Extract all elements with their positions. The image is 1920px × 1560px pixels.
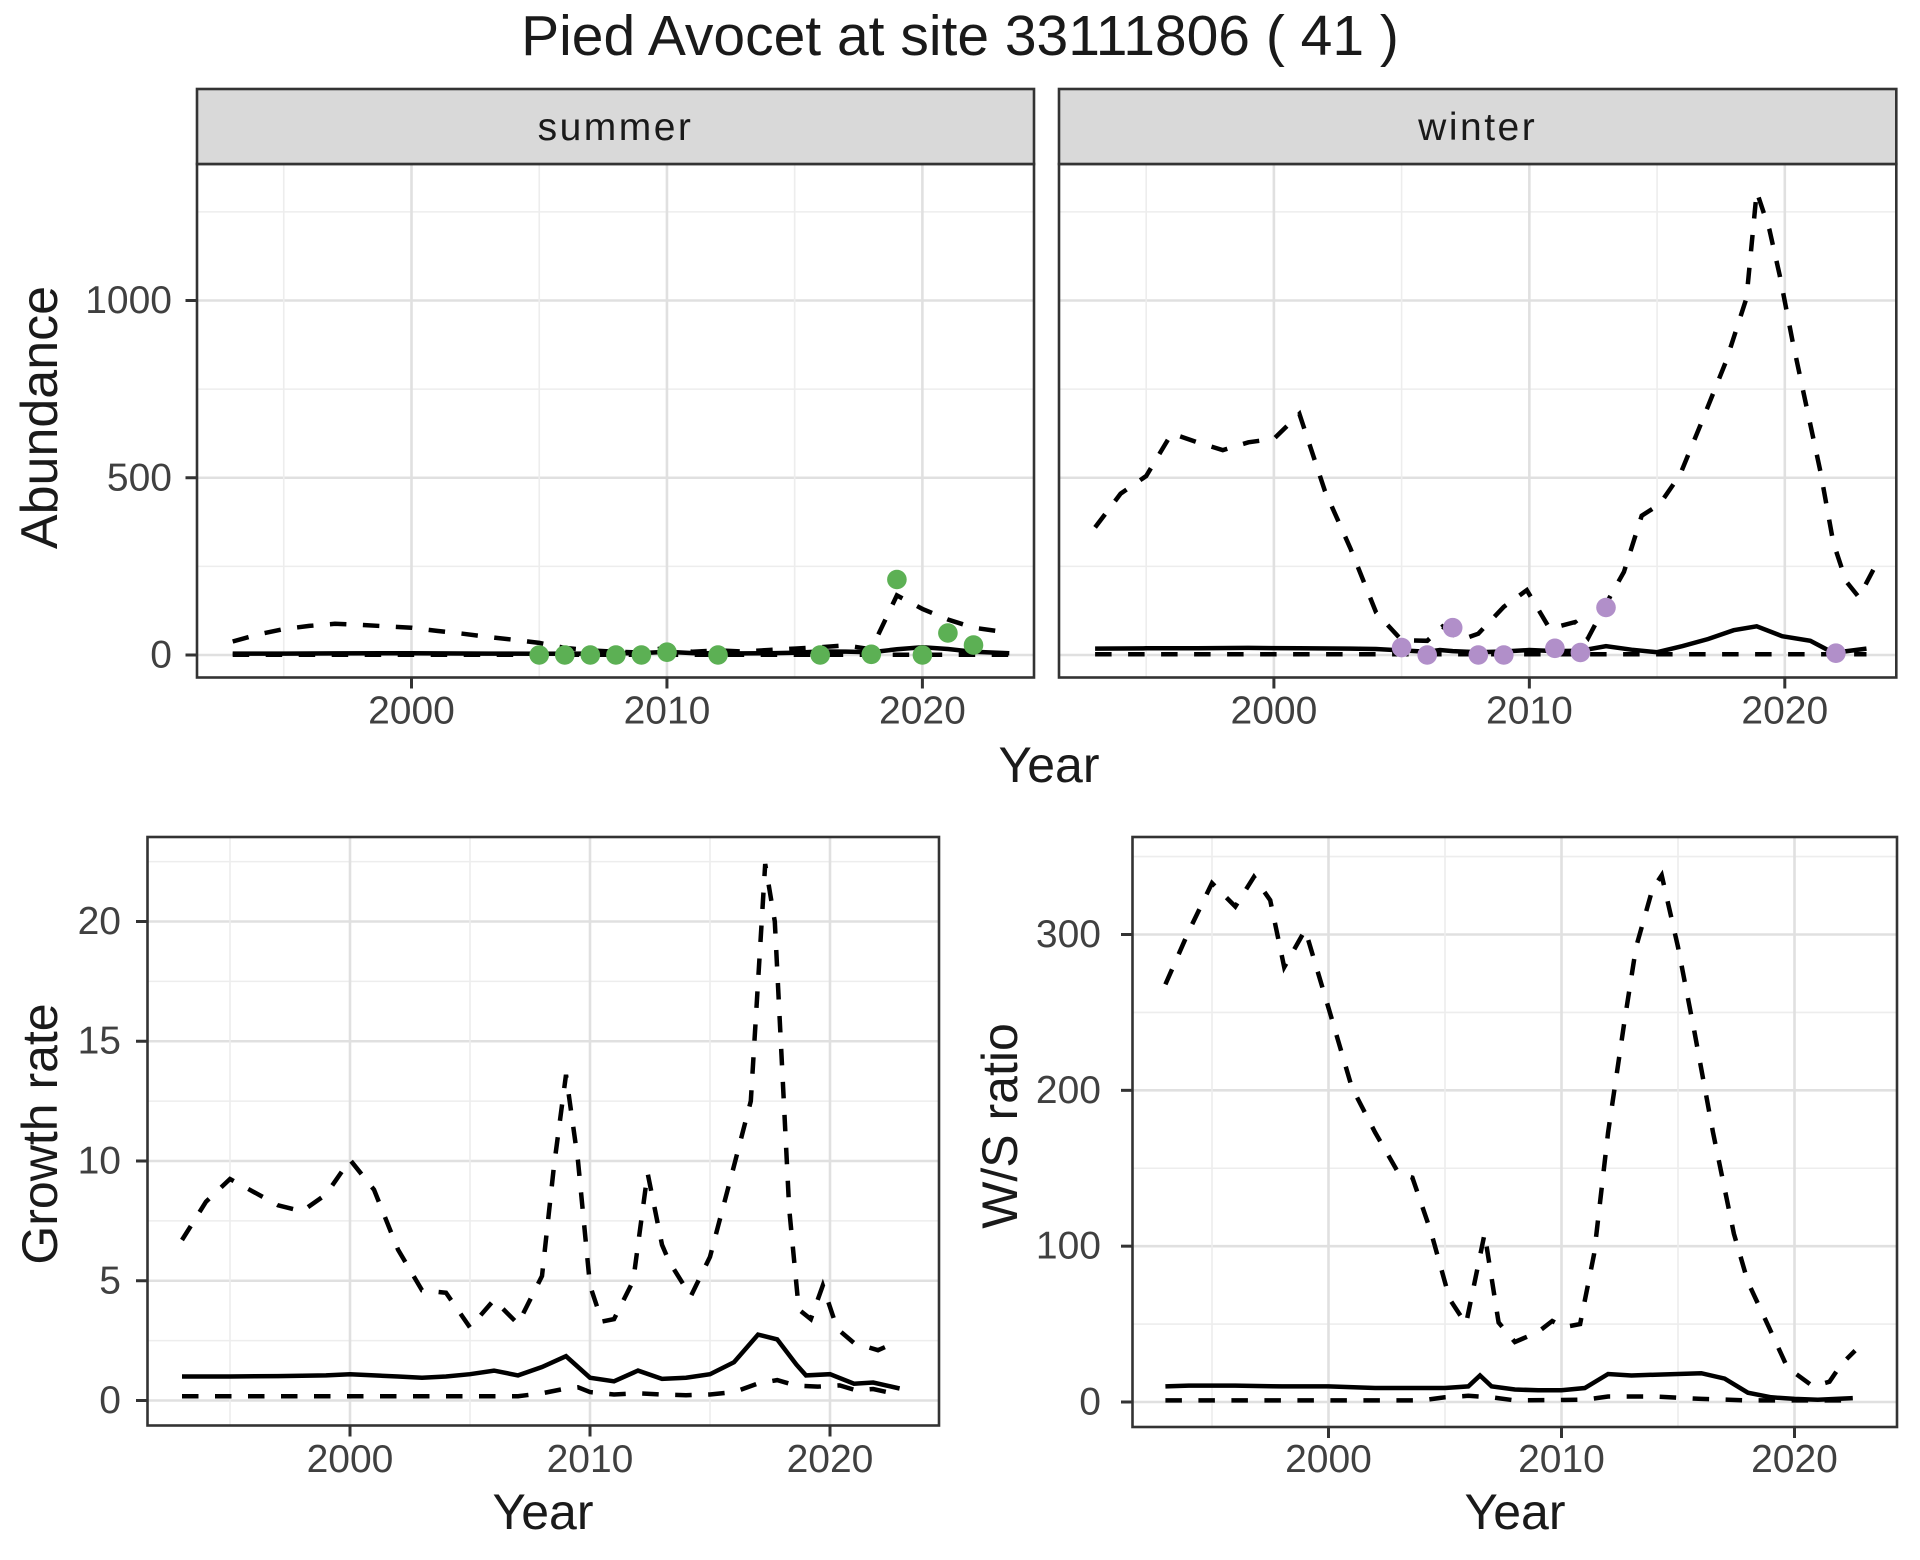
svg-text:2010: 2010 — [547, 1438, 634, 1481]
svg-text:Growth rate: Growth rate — [12, 1003, 68, 1264]
svg-text:2020: 2020 — [787, 1438, 874, 1481]
svg-text:0: 0 — [150, 634, 172, 677]
svg-text:2010: 2010 — [1518, 1438, 1605, 1481]
svg-text:500: 500 — [107, 456, 172, 499]
svg-text:Abundance: Abundance — [11, 286, 69, 549]
svg-text:W/S ratio: W/S ratio — [972, 1023, 1028, 1229]
svg-text:Year: Year — [492, 1484, 593, 1540]
svg-text:Pied Avocet at site 33111806 (: Pied Avocet at site 33111806 ( 41 ) — [521, 4, 1399, 68]
svg-text:20: 20 — [78, 900, 121, 943]
svg-text:summer: summer — [538, 106, 694, 149]
svg-text:Year: Year — [998, 737, 1099, 793]
svg-text:2010: 2010 — [1486, 690, 1573, 733]
svg-text:15: 15 — [78, 1020, 121, 1063]
svg-text:100: 100 — [1036, 1225, 1101, 1268]
svg-text:5: 5 — [99, 1259, 121, 1302]
svg-text:2000: 2000 — [368, 690, 455, 733]
svg-text:10: 10 — [78, 1140, 121, 1183]
svg-text:2010: 2010 — [624, 690, 711, 733]
svg-text:2000: 2000 — [307, 1438, 394, 1481]
svg-text:2000: 2000 — [1285, 1438, 1372, 1481]
svg-text:1000: 1000 — [85, 279, 172, 322]
svg-text:300: 300 — [1036, 913, 1101, 956]
svg-text:2020: 2020 — [1751, 1438, 1838, 1481]
svg-text:200: 200 — [1036, 1069, 1101, 1112]
svg-text:0: 0 — [1079, 1381, 1101, 1424]
svg-text:2000: 2000 — [1231, 690, 1318, 733]
svg-text:2020: 2020 — [879, 690, 966, 733]
svg-text:Year: Year — [1464, 1484, 1565, 1540]
svg-text:0: 0 — [99, 1379, 121, 1422]
svg-text:winter: winter — [1417, 106, 1537, 149]
svg-text:2020: 2020 — [1741, 690, 1828, 733]
